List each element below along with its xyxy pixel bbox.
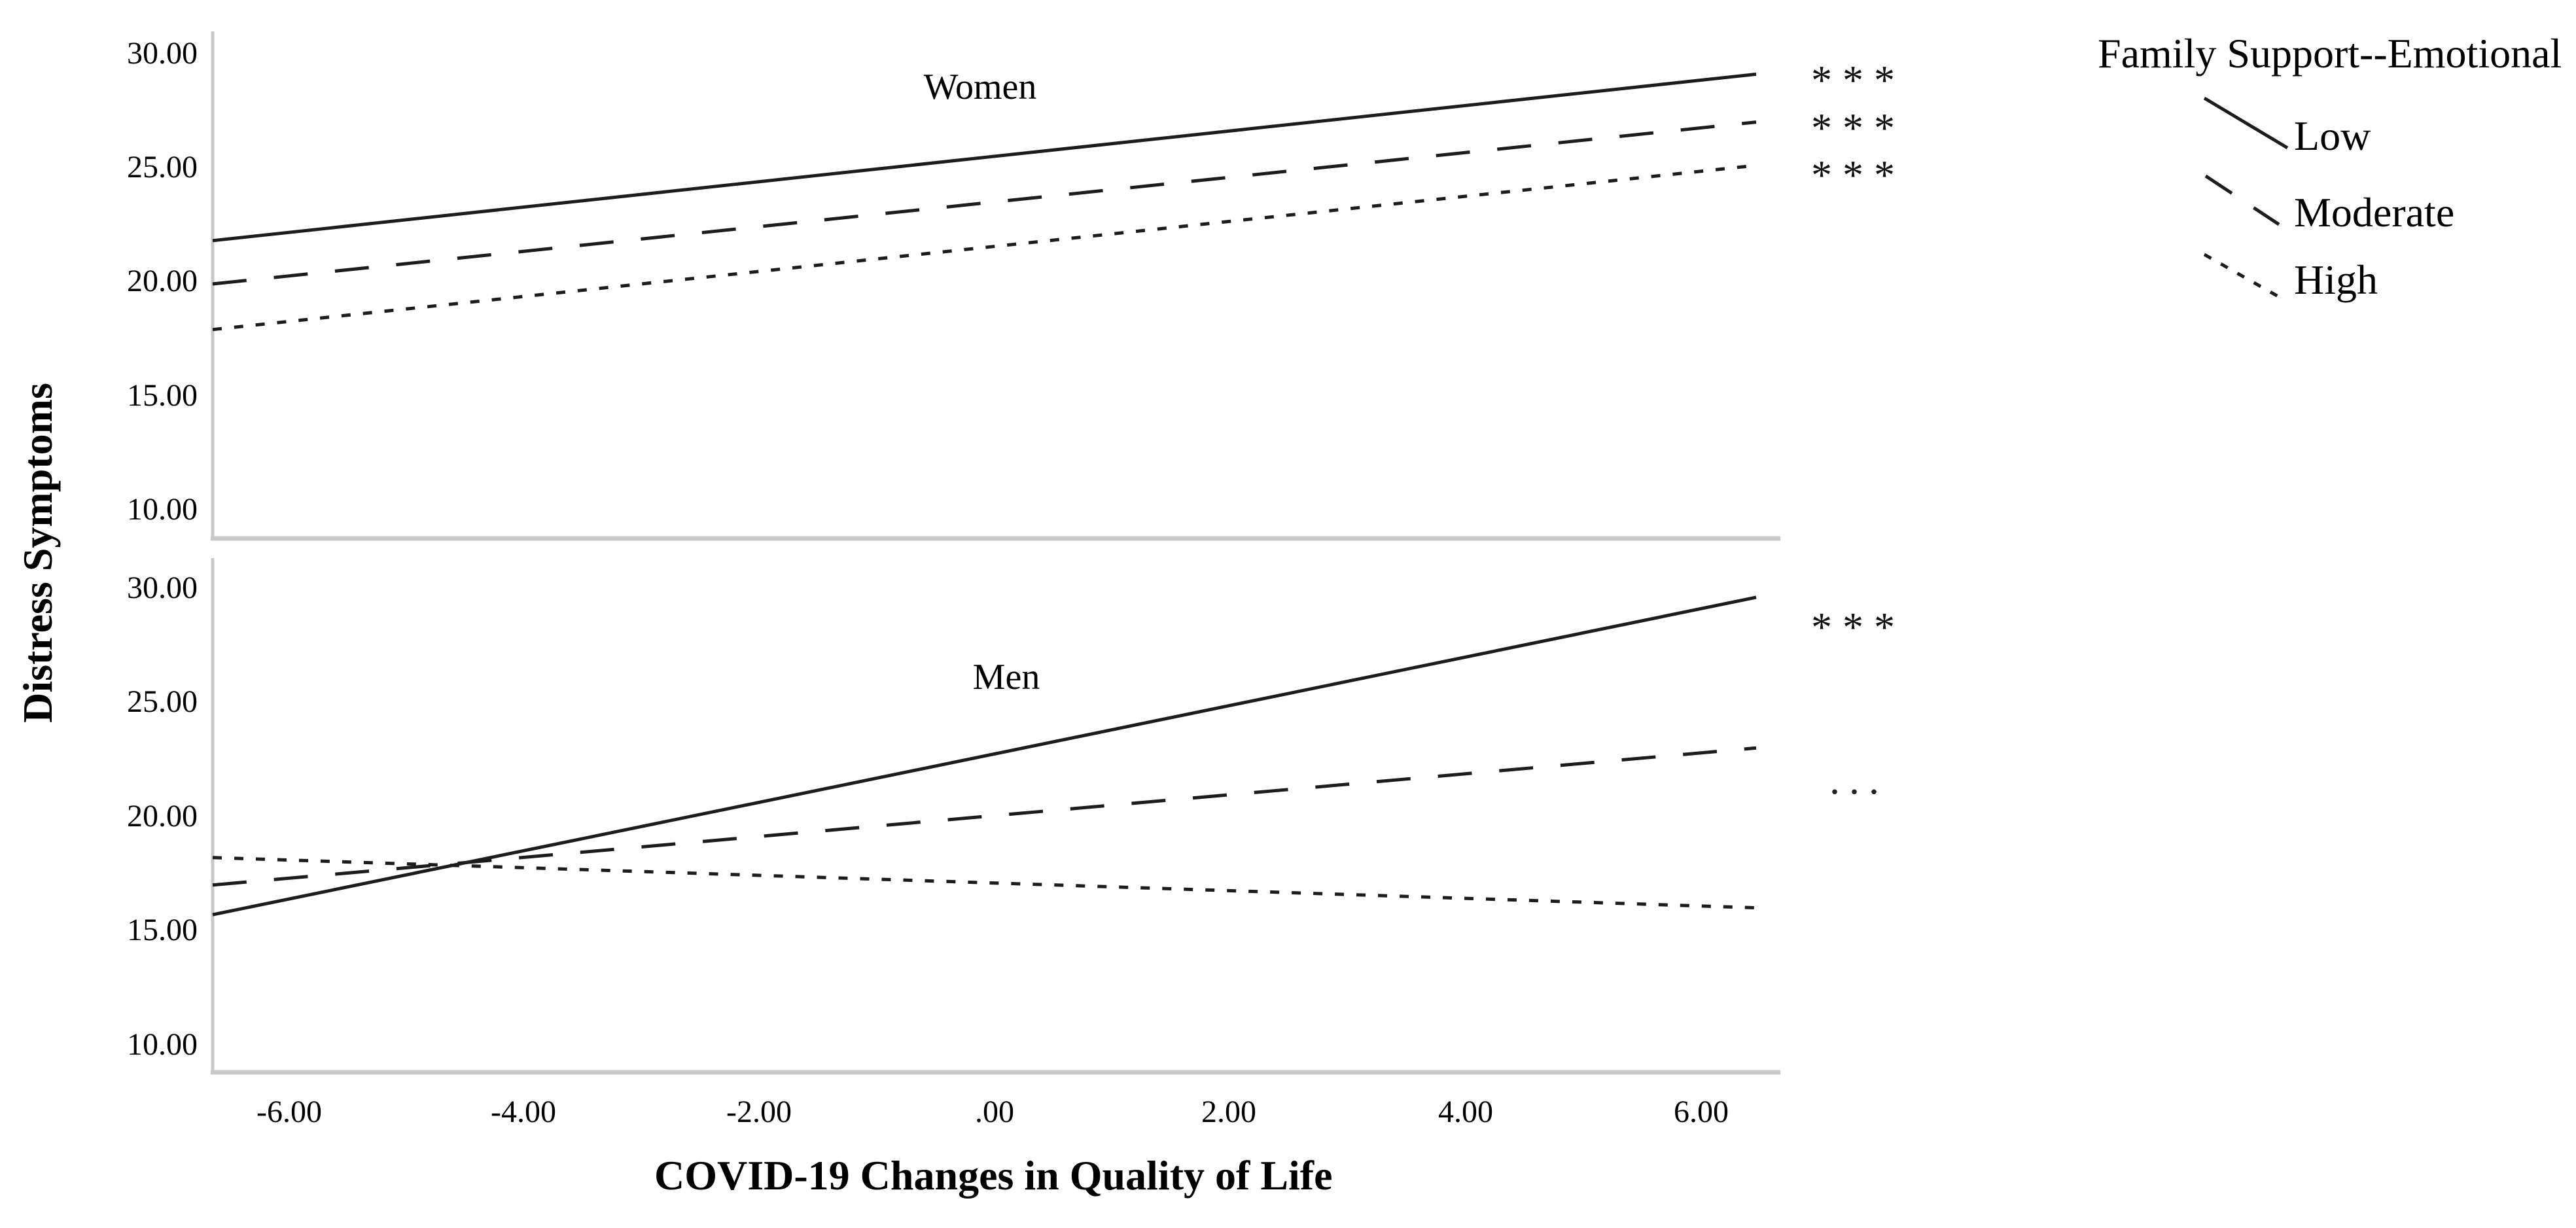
women-line-moderate — [212, 120, 1757, 286]
significance-marker-women-low: *** — [1811, 57, 1905, 103]
xtick-2: 2.00 — [1201, 1095, 1256, 1129]
men-ytick-20: 20.00 — [127, 799, 198, 833]
xtick-0: .00 — [975, 1095, 1014, 1129]
significance-marker-women-moderate: *** — [1811, 105, 1905, 151]
women-ytick-25: 25.00 — [127, 150, 198, 184]
significance-marker-men-low: *** — [1811, 604, 1905, 650]
legend-item-moderate: Moderate — [2294, 189, 2455, 236]
men-ytick-10: 10.00 — [127, 1027, 198, 1062]
women-ytick-15: 15.00 — [127, 378, 198, 413]
men-ytick-30: 30.00 — [127, 570, 198, 605]
xtick-neg4: -4.00 — [491, 1095, 556, 1129]
panel-label-women: Women — [923, 67, 1037, 107]
men-ytick-15: 15.00 — [127, 913, 198, 947]
men-line-moderate — [212, 746, 1757, 887]
legend-line-dashed-icon — [2204, 174, 2280, 226]
xtick-6: 6.00 — [1674, 1095, 1729, 1129]
xtick-neg6: -6.00 — [256, 1095, 322, 1129]
x-axis-title: COVID-19 Changes in Quality of Life — [654, 1152, 1333, 1199]
legend-line-solid-icon — [2203, 96, 2289, 150]
legend-line-dotted-icon — [2203, 253, 2287, 303]
panel-label-men: Men — [972, 657, 1040, 697]
legend-title: Family Support--Emotional — [2098, 30, 2562, 77]
y-axis-title: Distress Symptoms — [14, 383, 61, 723]
women-ytick-10: 10.00 — [127, 492, 198, 527]
women-ytick-30: 30.00 — [127, 36, 198, 71]
women-line-low — [212, 72, 1757, 243]
men-ytick-25: 25.00 — [127, 684, 198, 719]
men-line-low — [212, 595, 1757, 917]
significance-marker-women-high: *** — [1811, 152, 1905, 198]
significance-marker-men-moderate: ... — [1829, 756, 1888, 803]
legend-item-low: Low — [2294, 113, 2371, 159]
xtick-4: 4.00 — [1438, 1095, 1493, 1129]
women-line-high — [212, 164, 1757, 332]
legend-item-high: High — [2294, 256, 2378, 303]
xtick-neg2: -2.00 — [726, 1095, 792, 1129]
women-ytick-20: 20.00 — [127, 264, 198, 298]
men-line-high — [212, 856, 1757, 910]
